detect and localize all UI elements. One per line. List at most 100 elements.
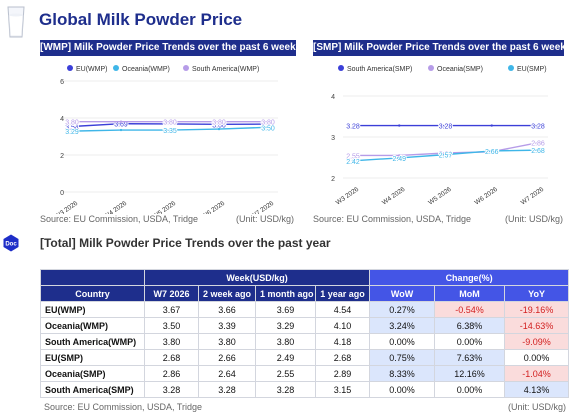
legend-label: EU(WMP)	[76, 66, 108, 73]
column-header: Country	[40, 285, 145, 302]
price-cell: 3.28	[255, 381, 316, 398]
price-cell: 3.69	[255, 301, 316, 318]
change-cell: 0.00%	[504, 349, 570, 366]
country-header-spacer	[40, 269, 145, 286]
change-cell: 0.00%	[369, 333, 436, 350]
wmp-chart-source: Source: EU Commission, USDA, Tridge	[40, 214, 199, 224]
change-group-header: Change(%)	[369, 269, 570, 286]
x-tick-label: W7 2026	[250, 200, 276, 214]
x-tick-label: W4 2026	[103, 200, 129, 214]
change-cell: -1.04%	[504, 365, 570, 382]
data-label: 2.55	[346, 153, 360, 160]
price-cell: 2.66	[198, 349, 256, 366]
wmp-chart-banner: [WMP] Milk Powder Price Trends over the …	[40, 40, 301, 56]
data-point	[168, 120, 172, 123]
column-header: 1 year ago	[314, 285, 371, 302]
country-cell: Oceania(SMP)	[40, 365, 145, 382]
change-cell: 0.00%	[369, 381, 436, 398]
column-header: WoW	[369, 285, 436, 302]
price-table: Week(USD/kg) Change(%) Country W7 2026 2…	[40, 269, 570, 398]
data-point	[444, 124, 447, 127]
change-cell: 8.33%	[369, 365, 436, 382]
price-cell: 2.89	[314, 365, 371, 382]
data-point	[70, 125, 74, 128]
table-row: South America(SMP) 3.28 3.28 3.28 3.15 0…	[40, 381, 570, 398]
change-cell: 0.27%	[369, 301, 436, 318]
milk-glass-icon	[7, 6, 25, 38]
smp-chart-source: Source: EU Commission, USDA, Tridge	[313, 214, 472, 224]
y-tick-label: 4	[60, 116, 64, 123]
data-label: 3.69	[114, 122, 128, 129]
change-cell: 12.16%	[434, 365, 506, 382]
x-tick-label: W4 2026	[381, 186, 407, 207]
data-point	[398, 154, 401, 157]
x-tick-label: W3 2026	[335, 186, 361, 207]
x-tick-label: W5 2026	[152, 200, 178, 214]
data-label: 2.57	[439, 153, 453, 160]
price-cell: 4.54	[314, 301, 371, 318]
price-cell: 2.64	[198, 365, 256, 382]
y-tick-label: 6	[60, 79, 64, 86]
smp-chart-banner: [SMP] Milk Powder Price Trends over the …	[313, 40, 571, 56]
y-tick-label: 3	[331, 135, 335, 142]
price-cell: 4.18	[314, 333, 371, 350]
data-point	[398, 156, 401, 160]
data-label: 3.35	[163, 128, 177, 135]
change-cell: 3.24%	[369, 317, 436, 334]
data-label: 3.80	[65, 120, 79, 127]
price-cell: 2.55	[255, 365, 316, 382]
price-cell: 3.28	[144, 381, 199, 398]
wmp-chart-unit: (Unit: USD/kg)	[236, 214, 295, 224]
legend-marker	[67, 65, 73, 71]
legend-label: Oceania(WMP)	[122, 66, 170, 73]
price-cell: 2.68	[314, 349, 371, 366]
data-point	[266, 122, 270, 126]
data-point	[536, 124, 540, 127]
legend-label: South America(WMP)	[192, 66, 259, 73]
price-cell: 3.28	[198, 381, 256, 398]
country-cell: EU(WMP)	[40, 301, 145, 318]
price-cell: 4.10	[314, 317, 371, 334]
table-group-header-row: Week(USD/kg) Change(%)	[40, 269, 570, 286]
data-point	[444, 151, 447, 155]
data-point	[70, 129, 74, 133]
smp-line-chart: South America(SMP) Oceania(SMP) EU(SMP) 2 3 4…	[331, 65, 548, 207]
page-title: Global Milk Powder Price	[39, 10, 243, 29]
change-cell: 0.00%	[434, 381, 506, 398]
price-cell: 3.39	[198, 317, 256, 334]
price-cell: 3.80	[255, 333, 316, 350]
table-section-title: [Total] Milk Powder Price Trends over th…	[40, 236, 331, 250]
x-tick-label: W5 2026	[427, 186, 453, 207]
data-point	[217, 127, 221, 131]
change-cell: -9.09%	[504, 333, 570, 350]
price-cell: 3.67	[144, 301, 199, 318]
country-cell: South America(SMP)	[40, 381, 145, 398]
y-tick-label: 4	[331, 94, 335, 101]
change-cell: 7.63%	[434, 349, 506, 366]
data-label: 3.80	[261, 120, 275, 127]
data-label: 2.42	[346, 159, 360, 166]
y-tick-label: 2	[60, 153, 64, 160]
price-cell: 2.49	[255, 349, 316, 366]
y-tick-label: 2	[331, 176, 335, 183]
country-cell: Oceania(WMP)	[40, 317, 145, 334]
column-header: YoY	[504, 285, 570, 302]
data-point	[351, 124, 355, 127]
data-label: 3.28	[531, 124, 545, 131]
doc-badge-label: Doc	[5, 242, 17, 248]
price-cell: 2.68	[144, 349, 199, 366]
column-header: W7 2026	[144, 285, 199, 302]
price-cell: 3.15	[314, 381, 371, 398]
data-label: 3.80	[212, 120, 226, 127]
data-point	[536, 148, 540, 152]
data-label: 3.28	[346, 124, 360, 131]
legend-marker	[338, 65, 344, 71]
data-point	[444, 153, 447, 156]
data-point	[217, 123, 221, 126]
price-cell: 2.86	[144, 365, 199, 382]
x-tick-label: W3 2026	[54, 200, 80, 214]
table-source: Source: EU Commission, USDA, Tridge	[44, 402, 203, 412]
data-label: 3.80	[163, 120, 177, 127]
legend-marker	[428, 65, 434, 71]
data-point	[168, 128, 172, 132]
